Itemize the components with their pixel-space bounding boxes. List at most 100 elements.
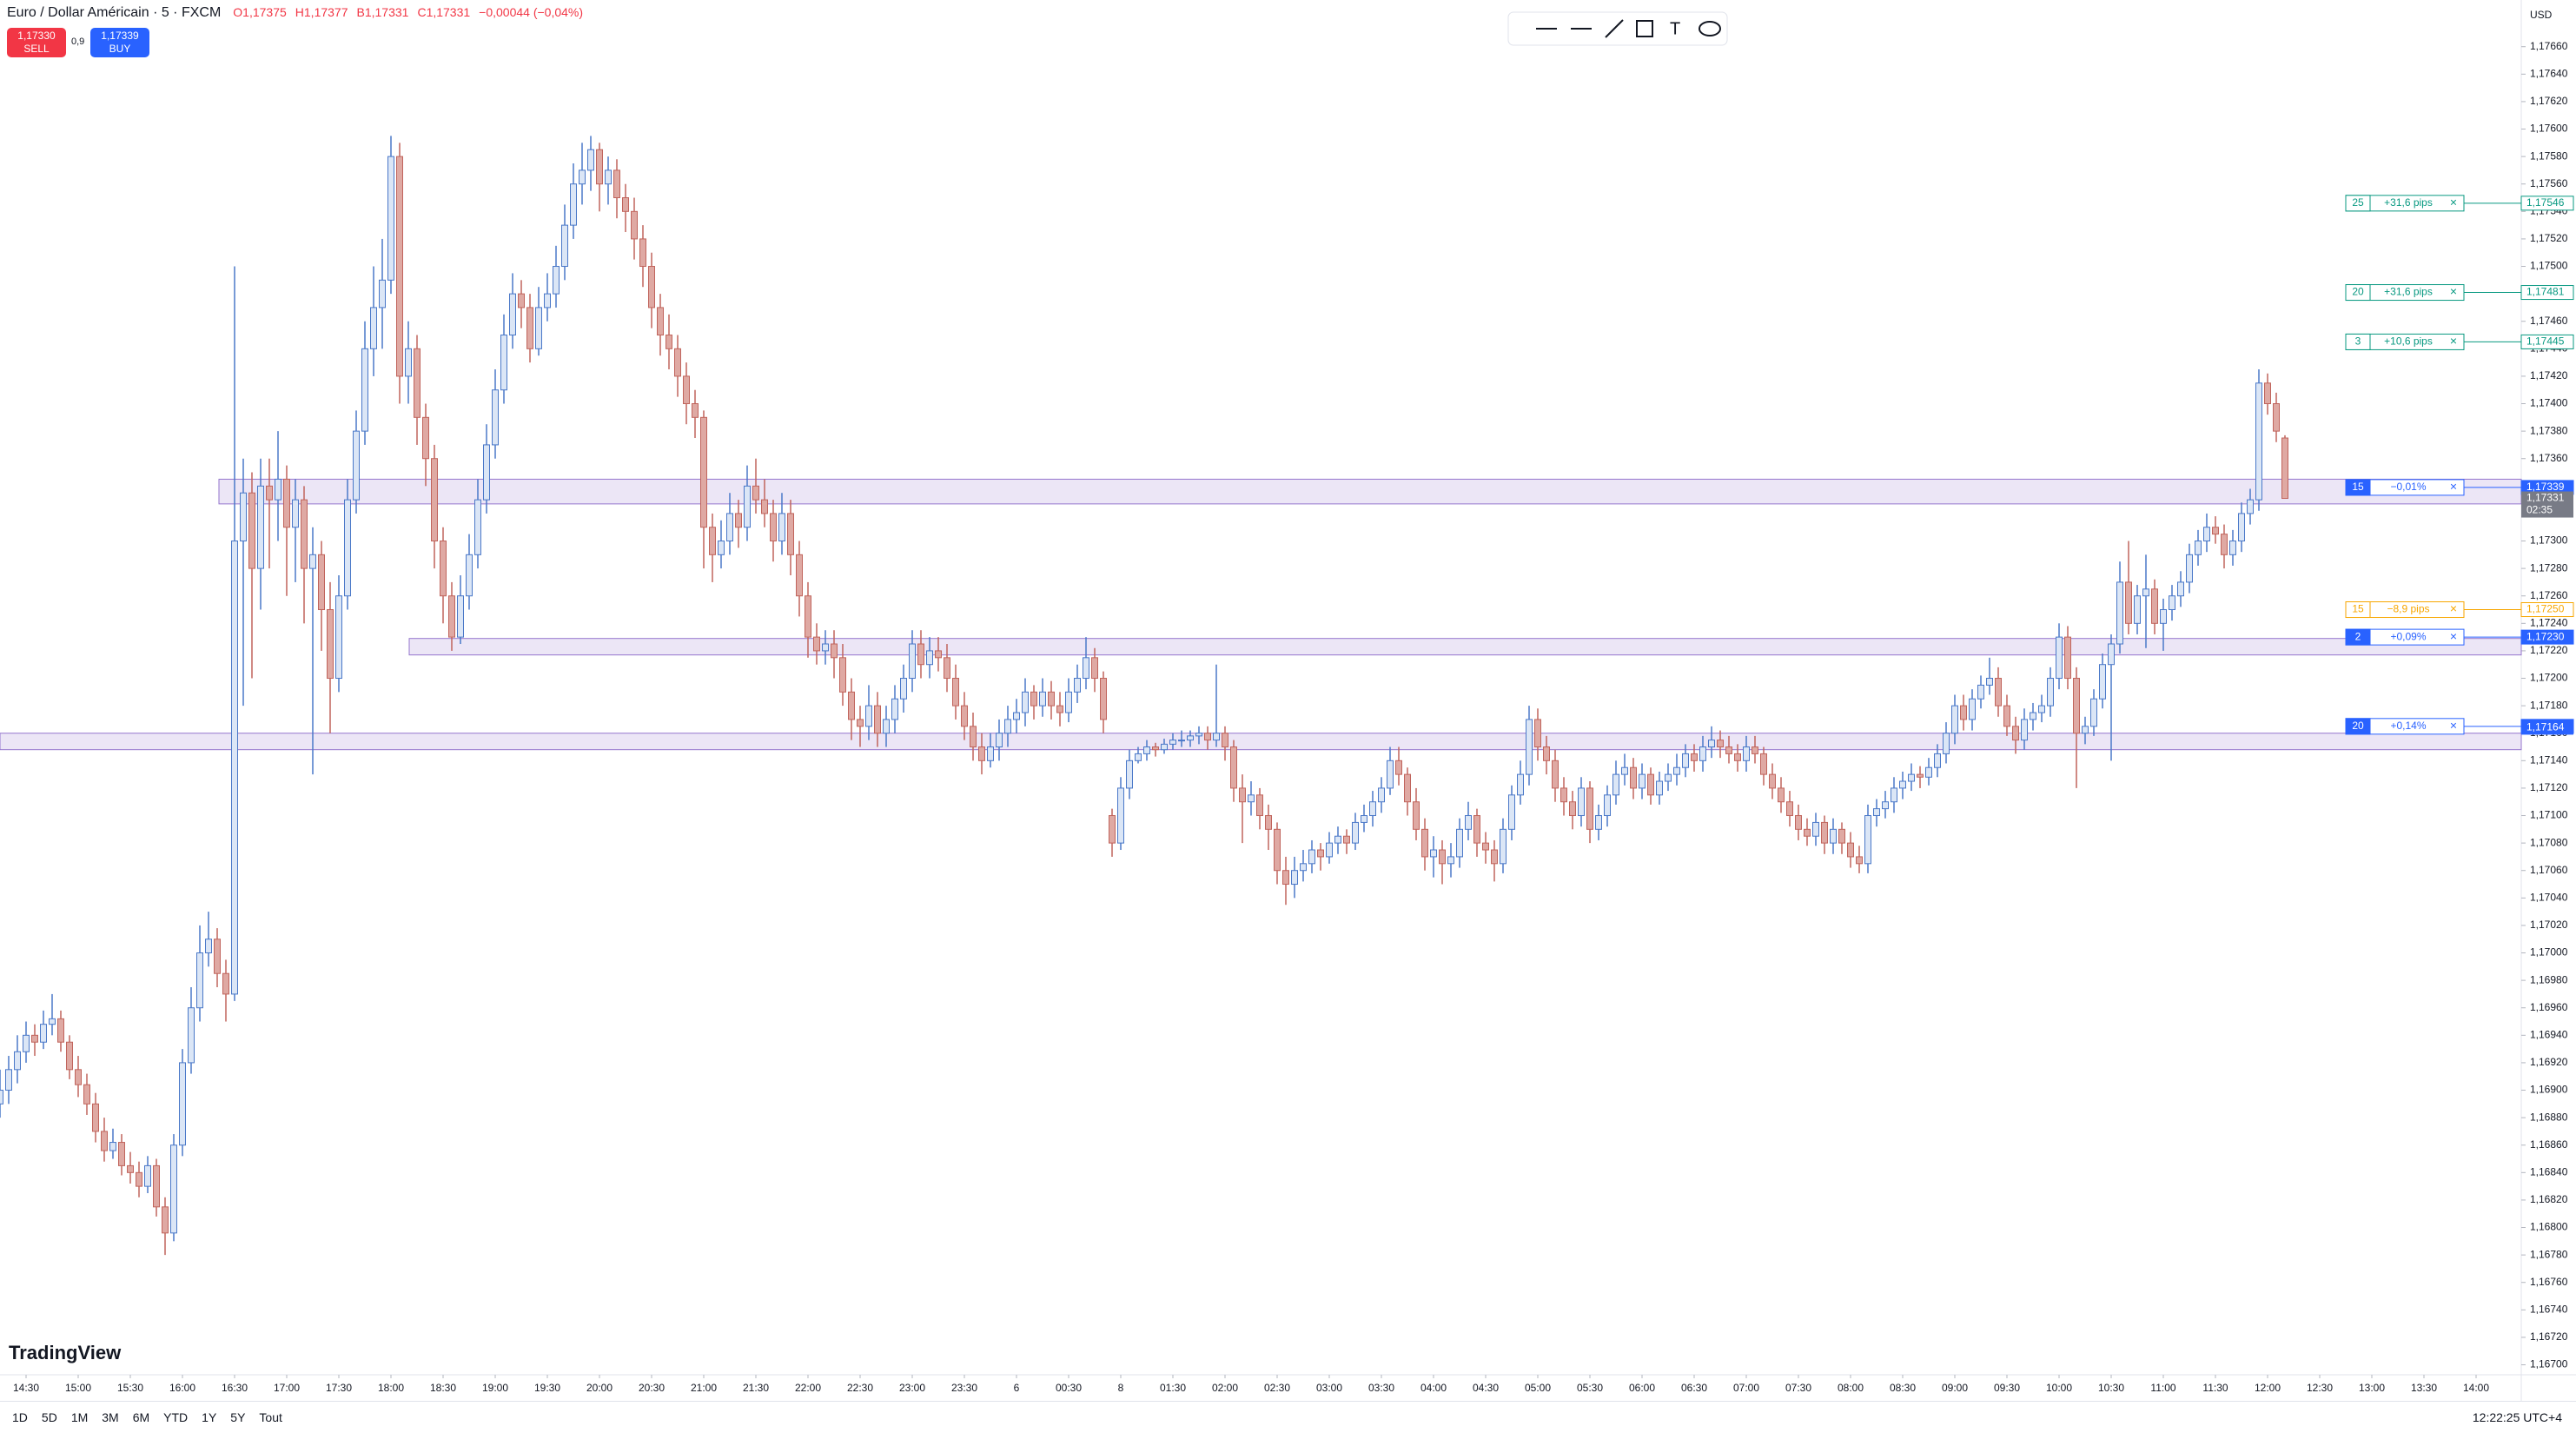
candle-body — [1039, 691, 1046, 707]
candle-body — [570, 183, 577, 226]
candle-body — [509, 293, 516, 336]
candle-body — [996, 733, 1003, 748]
x-tick-label: 01:30 — [1160, 1382, 1186, 1394]
candle-body — [353, 430, 360, 501]
candle-body — [1630, 766, 1637, 789]
order-close[interactable]: × — [2450, 284, 2457, 298]
candle-body — [761, 499, 768, 514]
order-close[interactable]: × — [2450, 629, 2457, 643]
x-tick-label: 11:30 — [2202, 1382, 2228, 1394]
range-button[interactable]: 1Y — [202, 1410, 217, 1424]
x-tick-label: 02:30 — [1264, 1382, 1290, 1394]
tool-rect[interactable] — [1636, 20, 1653, 37]
y-tick-label: 1,16700 — [2530, 1358, 2568, 1370]
candle-body — [1387, 760, 1394, 789]
candle-body — [1760, 753, 1767, 775]
ohlc: O1,17375 H1,17377 B1,17331 C1,17331 −0,00044… — [233, 5, 592, 21]
currency[interactable]: USD — [2530, 9, 2553, 21]
y-tick-label: 1,17180 — [2530, 699, 2568, 711]
candle-body — [1378, 787, 1385, 803]
candle-body — [2203, 527, 2210, 542]
y-tick-label: 1,16780 — [2530, 1248, 2568, 1260]
candle-body — [796, 554, 803, 597]
candle-body — [926, 650, 933, 666]
candle-body — [1586, 787, 1593, 830]
x-tick-label: 22:30 — [847, 1382, 873, 1394]
order-close[interactable]: × — [2450, 196, 2457, 209]
symbol[interactable]: Euro / Dollar Américain · 5 · FXCM — [7, 5, 222, 20]
order-close[interactable]: × — [2450, 334, 2457, 348]
order-qty-bg — [2345, 718, 2371, 735]
range-button[interactable]: 3M — [102, 1410, 119, 1424]
x-tick-label: 10:30 — [2098, 1382, 2124, 1394]
price-label-bg — [2520, 196, 2574, 211]
range-button[interactable]: 5D — [41, 1410, 57, 1424]
candle-body — [1222, 733, 1228, 748]
candle-body — [1925, 766, 1932, 778]
price-label: 1,17546 — [2526, 196, 2565, 209]
candle-body — [266, 485, 273, 501]
candle-body — [718, 541, 725, 555]
candle-body — [2273, 403, 2280, 432]
order-qty-bg — [2345, 195, 2371, 212]
order-text: −0,01% — [2390, 481, 2426, 493]
price-label-bg — [2520, 334, 2574, 349]
candle-body — [1439, 849, 1446, 865]
x-tick-label: 17:30 — [326, 1382, 352, 1394]
order-close[interactable]: × — [2450, 480, 2457, 494]
candle-body — [1169, 740, 1176, 745]
tool-text[interactable]: T — [1670, 19, 1680, 38]
range-button[interactable]: 1M — [70, 1410, 89, 1424]
x-tick-label: 23:30 — [951, 1382, 977, 1394]
x-tick-label: 08:30 — [1890, 1382, 1916, 1394]
candle-body — [952, 678, 959, 707]
y-tick-label: 1,17400 — [2530, 397, 2568, 409]
candle-body — [361, 348, 368, 432]
order-close[interactable]: × — [2450, 719, 2457, 733]
candle-body — [1143, 746, 1150, 754]
y-tick-label: 1,17080 — [2530, 836, 2568, 848]
candle-body — [1109, 815, 1116, 844]
candle-body — [92, 1103, 99, 1132]
y-tick-label: 1,17220 — [2530, 644, 2568, 656]
candle-body — [683, 375, 690, 405]
candle-body — [1074, 678, 1081, 693]
candle-body — [318, 554, 325, 611]
candle-body — [2090, 698, 2097, 727]
candle-body — [327, 609, 334, 680]
zone — [218, 478, 2522, 505]
range-button[interactable]: 5Y — [230, 1410, 246, 1424]
candle-body — [744, 485, 751, 528]
candle-body — [1960, 705, 1967, 720]
y-tick-label: 1,16800 — [2530, 1221, 2568, 1233]
candle-body — [2142, 588, 2149, 597]
x-tick-label: 8 — [1118, 1382, 1124, 1394]
range-button[interactable]: 6M — [132, 1410, 150, 1424]
candle-body — [1152, 746, 1159, 751]
order-close[interactable]: × — [2450, 601, 2457, 615]
candle-body — [1995, 678, 2002, 707]
candle-body — [23, 1034, 30, 1052]
candle-body — [2021, 719, 2028, 741]
tool-trend[interactable] — [1605, 19, 1624, 38]
candle-body — [162, 1206, 169, 1234]
range-button[interactable]: YTD — [163, 1410, 189, 1424]
tool-ellipse[interactable] — [1699, 21, 1721, 36]
candle-body — [1491, 849, 1498, 865]
candle-body — [1665, 773, 1672, 782]
y-tick-label: 1,16980 — [2530, 973, 2568, 985]
candle-body — [1048, 691, 1055, 707]
candle-body — [1639, 773, 1646, 789]
buy-button[interactable]: 1,17339 BUY — [90, 28, 149, 57]
candle-body — [1161, 743, 1168, 751]
range-button[interactable]: 1D — [12, 1410, 28, 1424]
axis-mark-label: 1,17331 — [2526, 492, 2565, 504]
y-tick-label: 1,16760 — [2530, 1276, 2568, 1288]
sell-label: SELL — [23, 43, 50, 55]
price-label-bg — [2520, 602, 2574, 618]
candle-body — [1552, 760, 1559, 789]
range-button[interactable]: Tout — [259, 1410, 282, 1424]
candle-body — [1821, 821, 1828, 844]
y-tick-label: 1,16740 — [2530, 1303, 2568, 1315]
sell-button[interactable]: 1,17330 SELL — [7, 28, 66, 57]
